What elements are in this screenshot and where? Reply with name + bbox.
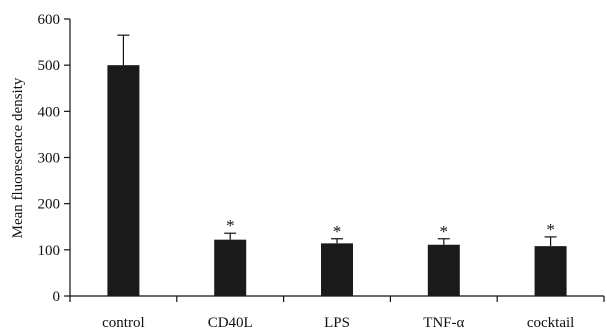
- bar-cocktail: [534, 246, 567, 296]
- axes: [64, 18, 605, 302]
- y-tick-label: 300: [38, 151, 61, 167]
- bar-cd40l: [214, 239, 247, 296]
- y-tick-label: 200: [38, 197, 61, 213]
- y-tick-label: 0: [53, 289, 61, 305]
- y-tick-label: 600: [38, 12, 61, 28]
- y-axis-label: Mean fluorescence density: [10, 77, 26, 238]
- x-category-label: LPS: [324, 315, 350, 331]
- y-tick-label: 400: [38, 104, 61, 120]
- bar-control: [107, 65, 140, 297]
- significance-mark: *: [226, 216, 235, 235]
- x-category-label: CD40L: [208, 315, 253, 331]
- significance-mark: *: [546, 220, 555, 239]
- significance-mark: *: [333, 222, 342, 241]
- bars: [107, 34, 567, 297]
- x-category-label: control: [102, 315, 145, 331]
- labels: 0 100 200 300 400 500 600 control * CD40L * LPS * TNF…: [38, 12, 575, 331]
- bar-tnf-: [427, 244, 460, 296]
- y-tick-label: 100: [38, 243, 61, 259]
- x-category-label: TNF-α: [423, 315, 464, 331]
- y-tick-label: 500: [38, 58, 61, 74]
- x-category-label: cocktail: [527, 315, 574, 331]
- significance-mark: *: [440, 222, 449, 241]
- bar-lps: [321, 243, 353, 296]
